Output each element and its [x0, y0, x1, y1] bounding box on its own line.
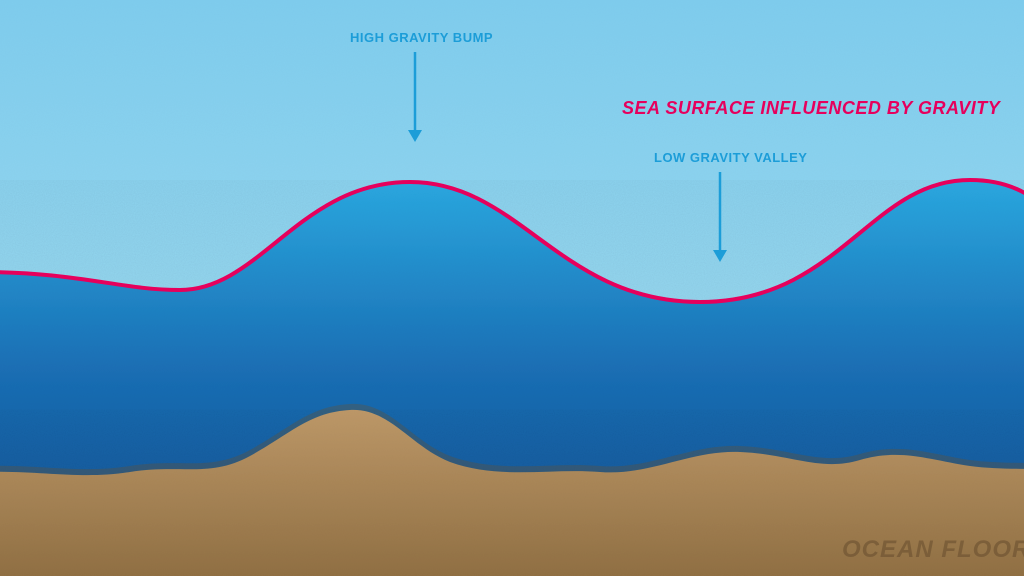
title-label: SEA SURFACE INFLUENCED BY GRAVITY: [622, 98, 1000, 119]
diagram-canvas: HIGH GRAVITY BUMP LOW GRAVITY VALLEY SEA…: [0, 0, 1024, 576]
high-bump-label: HIGH GRAVITY BUMP: [350, 30, 493, 45]
low-valley-label: LOW GRAVITY VALLEY: [654, 150, 807, 165]
ocean-floor-label: OCEAN FLOOR: [842, 536, 1024, 564]
diagram-svg: [0, 0, 1024, 576]
